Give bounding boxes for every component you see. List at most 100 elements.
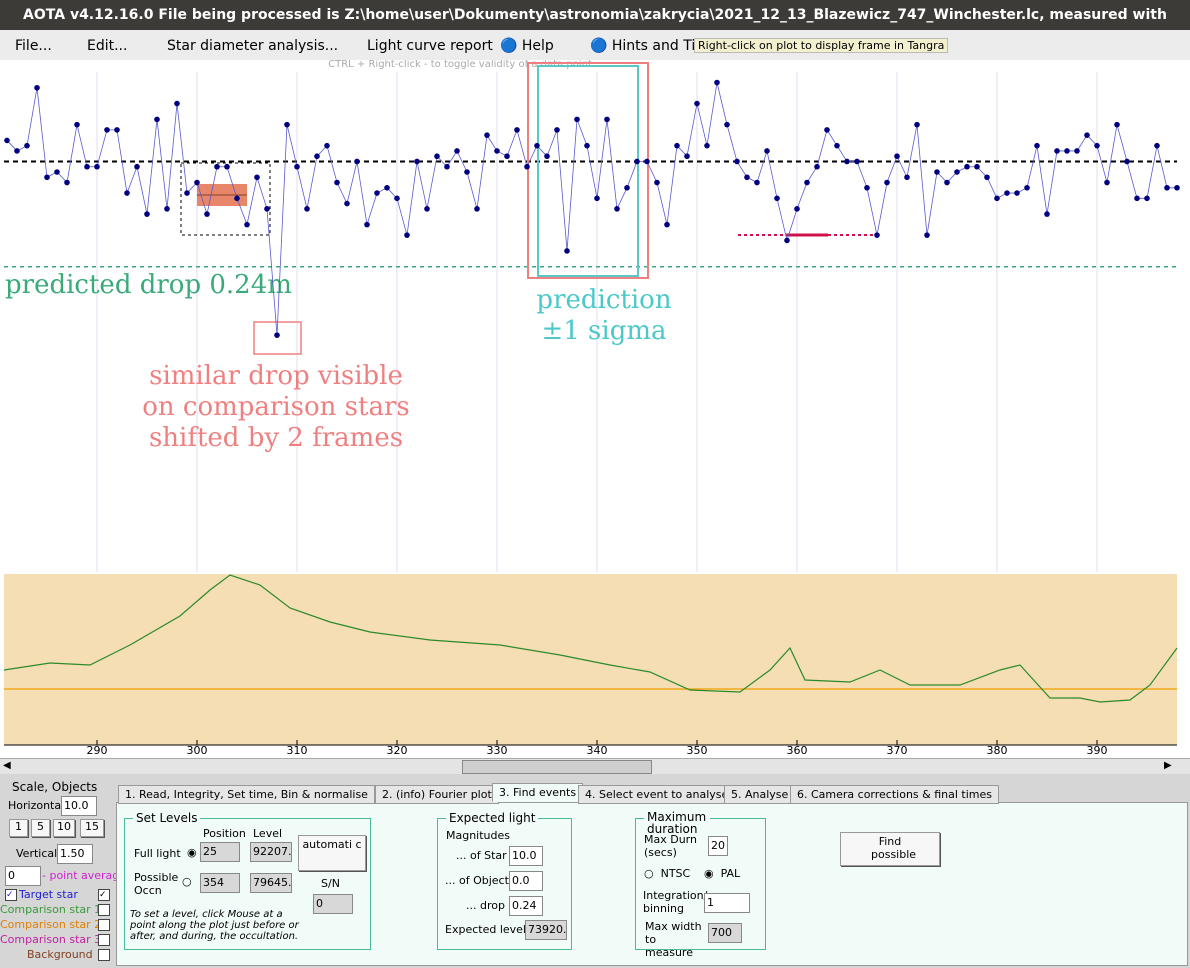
- data-point: [404, 232, 410, 238]
- scroll-left[interactable]: ◀: [3, 760, 11, 771]
- tab[interactable]: 1. Read, Integrity, Set time, Bin & norm…: [118, 785, 375, 804]
- menu-bar: File... Edit... Star diameter analysis..…: [0, 30, 1190, 60]
- data-point: [24, 142, 30, 149]
- data-point: [814, 163, 820, 170]
- menu-item[interactable]: File...: [15, 38, 52, 54]
- label: Level: [253, 827, 283, 840]
- label: Magnitudes: [446, 829, 511, 842]
- radio-option[interactable]: ◉ PAL: [704, 867, 741, 880]
- spin-box[interactable]: 20: [708, 836, 728, 856]
- series-line: [3, 574, 1178, 703]
- spin-box[interactable]: 1.50: [57, 844, 93, 864]
- data-point: [324, 142, 330, 149]
- spin-box[interactable]: 10.0: [509, 846, 543, 866]
- label: ... of Star: [456, 849, 507, 862]
- scale-button[interactable]: 1: [9, 819, 28, 837]
- plot[interactable]: CTRL + Right-click - to toggle validity …: [0, 60, 1190, 758]
- label: Max width to measure: [645, 920, 702, 959]
- data-point: [524, 163, 530, 170]
- data-point: [624, 184, 630, 191]
- data-point: [1074, 148, 1080, 154]
- data-point: [744, 174, 750, 181]
- group-title: Maximum duration: [644, 811, 710, 835]
- checkbox[interactable]: [98, 933, 112, 946]
- field: 25: [200, 842, 240, 862]
- data-point: [794, 206, 800, 212]
- data-point: [904, 174, 910, 181]
- scroll-right[interactable]: ▶: [1164, 760, 1172, 771]
- tab-page: [116, 802, 1188, 966]
- scale-button[interactable]: 5: [31, 819, 50, 837]
- annotation-box: [527, 62, 649, 279]
- object-label[interactable]: Comparison star 3: [0, 933, 102, 946]
- spin-box[interactable]: 0.0: [509, 871, 543, 891]
- button[interactable]: Find possible: [840, 832, 940, 866]
- menu-label: Help: [521, 38, 554, 54]
- group-title: Scale, Objects: [12, 780, 98, 794]
- annotation-box: [537, 65, 639, 277]
- tab-active[interactable]: 3. Find events: [492, 783, 584, 802]
- data-point: [874, 232, 880, 238]
- button[interactable]: automati c: [298, 835, 366, 871]
- x-tick-label: 330: [487, 744, 508, 757]
- tab[interactable]: 5. Analyse: [724, 785, 796, 804]
- checkbox[interactable]: [98, 948, 112, 961]
- scale-button[interactable]: 10: [53, 819, 75, 837]
- data-point: [1144, 195, 1150, 202]
- selection-box: [180, 162, 271, 236]
- data-point: [134, 163, 140, 170]
- data-point: [164, 206, 170, 212]
- data-point: [714, 79, 720, 86]
- object-row[interactable]: ✓ Target star: [5, 888, 78, 901]
- menu-item[interactable]: Edit...: [87, 38, 128, 54]
- tab[interactable]: 6. Camera corrections & final times: [790, 785, 1000, 804]
- radio[interactable]: ○: [182, 875, 192, 888]
- data-point: [454, 148, 460, 154]
- tab[interactable]: 4. Select event to analyse: [578, 785, 736, 804]
- data-point: [204, 211, 210, 217]
- data-point: [1094, 142, 1100, 149]
- object-label[interactable]: Background: [27, 948, 93, 961]
- data-point: [94, 163, 100, 170]
- dropdown[interactable]: 1: [704, 893, 750, 913]
- data-point: [4, 137, 10, 144]
- checkbox[interactable]: ✓: [98, 888, 112, 901]
- object-label[interactable]: Comparison star 2: [0, 918, 102, 931]
- series-line: [6, 82, 1177, 336]
- data-point: [384, 184, 390, 191]
- object-label: Target star: [19, 888, 78, 901]
- data-point: [1064, 148, 1070, 154]
- data-point: [1164, 184, 1170, 191]
- data-point: [1154, 142, 1160, 149]
- radio[interactable]: ◉: [187, 846, 197, 859]
- data-point: [964, 163, 970, 170]
- spin-box[interactable]: 10.0: [61, 796, 97, 816]
- data-point: [1054, 148, 1060, 154]
- radio-option[interactable]: ○ NTSC: [644, 867, 691, 880]
- checkbox[interactable]: [98, 903, 112, 916]
- label: S/N: [321, 877, 340, 890]
- scale-button[interactable]: 15: [80, 819, 104, 837]
- label: Possible Occn: [134, 871, 179, 897]
- tab[interactable]: 2. (info) Fourier plot: [375, 785, 499, 804]
- data-point: [974, 163, 980, 170]
- data-point: [334, 179, 340, 186]
- data-point: [554, 127, 560, 133]
- data-point: [484, 132, 490, 138]
- dropdown[interactable]: 0: [5, 866, 41, 886]
- menu-item[interactable]: 🔵 Hints and Tips: [590, 38, 712, 54]
- data-point: [434, 153, 440, 160]
- menu-item[interactable]: 🔵 Help: [500, 38, 554, 54]
- data-point: [864, 184, 870, 191]
- scrollbar[interactable]: ◀ ▶: [0, 758, 1190, 774]
- menu-item[interactable]: Light curve report: [367, 38, 493, 54]
- object-label[interactable]: Comparison star 1: [0, 903, 102, 916]
- data-point: [444, 163, 450, 170]
- spin-box[interactable]: 0.24: [509, 896, 543, 916]
- label: Vertical: [16, 847, 58, 860]
- menu-item[interactable]: Star diameter analysis...: [167, 38, 339, 54]
- annotation: similar drop visible: [149, 361, 403, 391]
- checkbox[interactable]: [98, 918, 112, 931]
- data-point: [994, 195, 1000, 202]
- scroll-thumb[interactable]: [462, 760, 652, 774]
